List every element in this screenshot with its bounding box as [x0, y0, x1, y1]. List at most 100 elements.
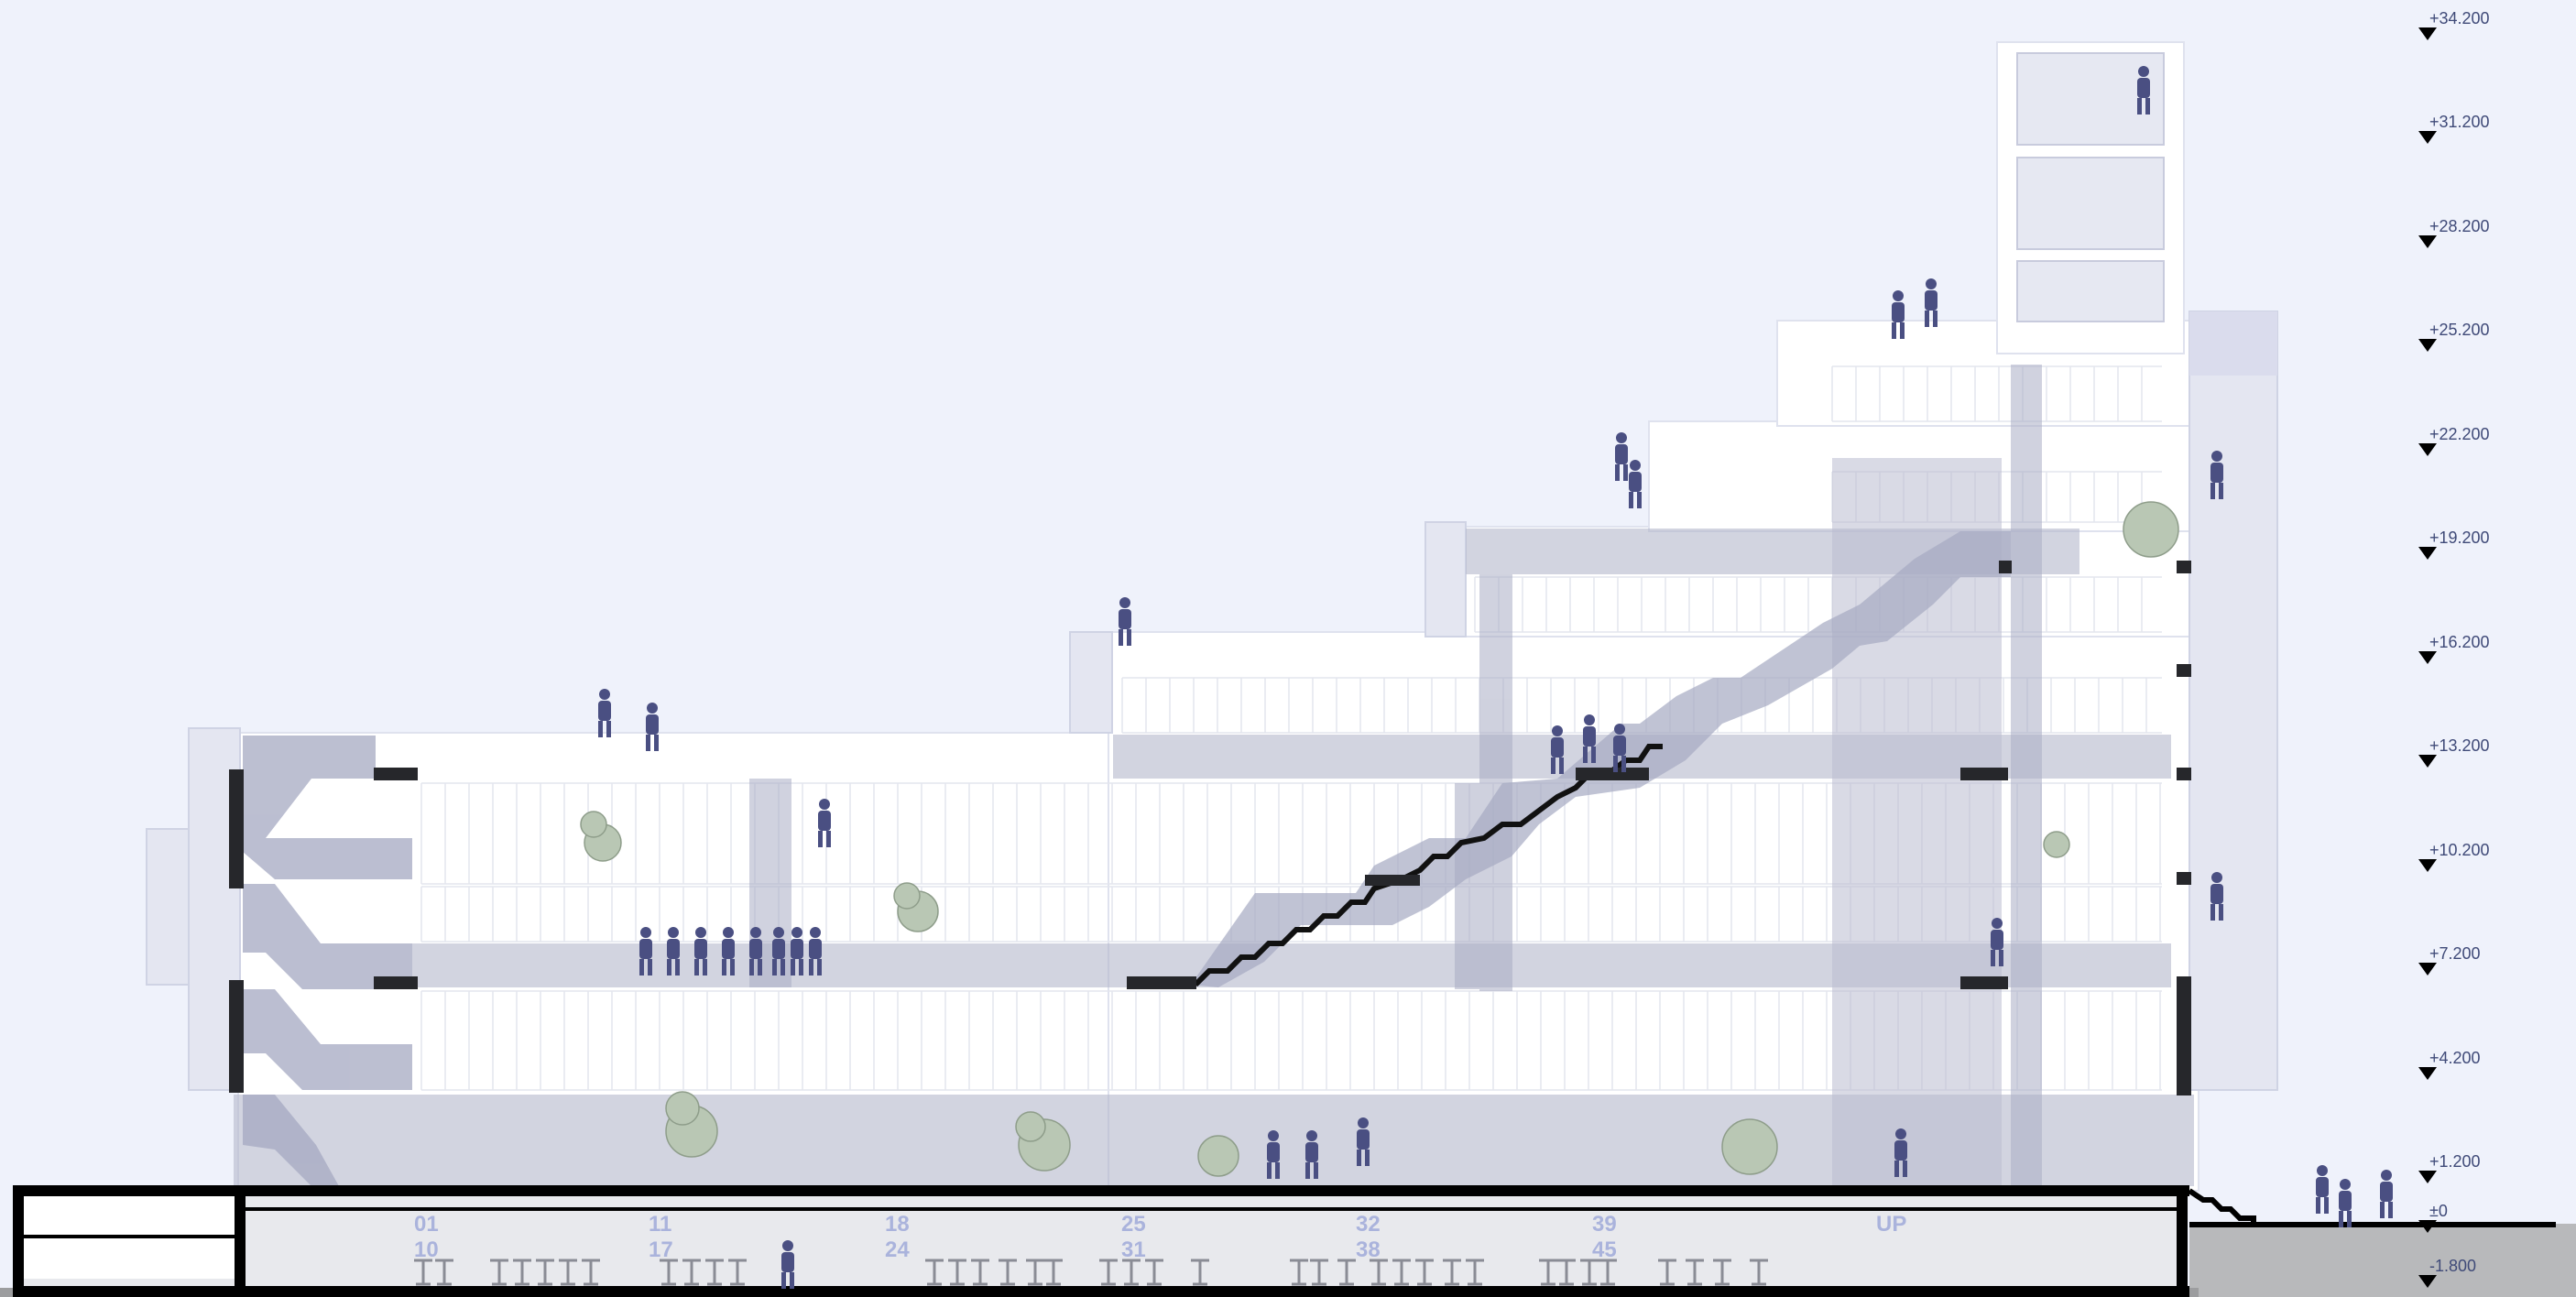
bike-icon — [682, 1259, 701, 1286]
bike-icon — [971, 1259, 989, 1286]
level-marker: +19.200 — [2418, 529, 2490, 560]
person-silhouette — [1894, 1128, 1907, 1177]
level-triangle-icon — [2418, 1171, 2437, 1183]
bike-icon — [705, 1259, 724, 1286]
stall-label-bottom: 10 — [414, 1237, 439, 1262]
bike-icon — [1466, 1259, 1484, 1286]
bike-icon — [1310, 1259, 1328, 1286]
bike-icon — [1658, 1259, 1676, 1286]
stall-label-top: 32 — [1356, 1212, 1381, 1237]
bike-icon — [728, 1259, 747, 1286]
bike-icon — [1122, 1259, 1141, 1286]
right-stair-landing — [2189, 311, 2277, 376]
person-silhouette — [749, 927, 762, 975]
roof-stair-block — [1424, 521, 1467, 638]
level-marker: ±0 — [2418, 1202, 2448, 1233]
person-silhouette — [1615, 432, 1628, 481]
slab-edges — [229, 561, 2191, 1095]
bike-icon — [559, 1259, 577, 1286]
people — [598, 66, 2393, 1289]
bike-icon — [1290, 1259, 1308, 1286]
person-silhouette — [1305, 1130, 1318, 1179]
stall-label-top: 25 — [1121, 1212, 1146, 1237]
level-marker: +1.200 — [2418, 1152, 2481, 1183]
level-label: +7.200 — [2429, 944, 2481, 963]
person-silhouette — [1892, 290, 1905, 339]
bike-icon — [925, 1259, 944, 1286]
level-label: +25.200 — [2429, 321, 2490, 339]
level-marker: +34.200 — [2418, 9, 2490, 40]
bike-icon — [1539, 1259, 1557, 1286]
bike-icon — [1557, 1259, 1576, 1286]
level-marker: -1.800 — [2418, 1257, 2476, 1288]
bike-icon — [582, 1259, 600, 1286]
level-marker: +22.200 — [2418, 425, 2490, 456]
bike-icon — [1580, 1259, 1599, 1286]
level-triangle-icon — [2418, 1067, 2437, 1080]
bike-icon — [999, 1259, 1017, 1286]
person-silhouette — [2339, 1179, 2352, 1227]
bike-icon — [1750, 1259, 1768, 1286]
bike-icon — [1415, 1259, 1434, 1286]
ramp-label: UP — [1876, 1212, 1906, 1237]
person-silhouette — [2380, 1170, 2393, 1218]
person-silhouette — [1119, 597, 1131, 646]
stall-label-bottom: 45 — [1592, 1237, 1617, 1262]
bike-icon — [1044, 1259, 1063, 1286]
stall-label-top: 18 — [885, 1212, 910, 1237]
diagonal-stair — [1191, 531, 2011, 987]
level-marker: +25.200 — [2418, 321, 2490, 352]
person-silhouette — [667, 927, 680, 975]
level-triangle-icon — [2418, 235, 2437, 248]
stall-label-bottom: 31 — [1121, 1237, 1146, 1262]
bike-icon — [1145, 1259, 1163, 1286]
stall-label-bottom: 17 — [649, 1237, 673, 1262]
level-triangle-icon — [2418, 859, 2437, 872]
person-silhouette — [639, 927, 652, 975]
bike-icon — [1099, 1259, 1118, 1286]
bike-icon — [536, 1259, 554, 1286]
level-triangle-icon — [2418, 443, 2437, 456]
bike-icon — [1337, 1259, 1356, 1286]
bike-racks — [414, 1259, 1768, 1286]
stall-label-bottom: 38 — [1356, 1237, 1381, 1262]
level-label: +34.200 — [2429, 9, 2490, 27]
level-label: -1.800 — [2429, 1257, 2476, 1275]
level-label: +19.200 — [2429, 529, 2490, 547]
level-label: +28.200 — [2429, 217, 2490, 235]
person-silhouette — [772, 927, 785, 975]
level-label: +13.200 — [2429, 736, 2490, 755]
person-silhouette — [1357, 1117, 1370, 1166]
level-markers: +34.200 +31.200 +28.200 +25.200 +22.200 +19.2… — [2418, 9, 2490, 1288]
level-label: ±0 — [2429, 1202, 2448, 1220]
person-silhouette — [818, 799, 831, 847]
level-triangle-icon — [2418, 339, 2437, 352]
person-silhouette — [1267, 1130, 1280, 1179]
level-marker: +4.200 — [2418, 1049, 2481, 1080]
bike-icon — [1713, 1259, 1731, 1286]
level-label: +1.200 — [2429, 1152, 2481, 1171]
level-triangle-icon — [2418, 131, 2437, 144]
level-label: +22.200 — [2429, 425, 2490, 443]
person-silhouette — [2210, 451, 2223, 499]
left-stair-core-outer — [146, 828, 190, 986]
level-label: +10.200 — [2429, 841, 2490, 859]
bike-icon — [1026, 1259, 1044, 1286]
roof-stair-block-2 — [1069, 631, 1113, 734]
bike-icon — [660, 1259, 678, 1286]
level-triangle-icon — [2418, 27, 2437, 40]
level-marker: +28.200 — [2418, 217, 2490, 248]
stall-label-top: 39 — [1592, 1212, 1617, 1237]
person-silhouette — [809, 927, 822, 975]
bike-icon — [1686, 1259, 1704, 1286]
bike-icon — [490, 1259, 508, 1286]
bike-icon — [1599, 1259, 1617, 1286]
person-silhouette — [646, 703, 659, 751]
person-silhouette — [1583, 714, 1596, 763]
left-zigzag-stair — [243, 736, 412, 1186]
person-silhouette — [722, 927, 735, 975]
plants — [580, 501, 2179, 1177]
